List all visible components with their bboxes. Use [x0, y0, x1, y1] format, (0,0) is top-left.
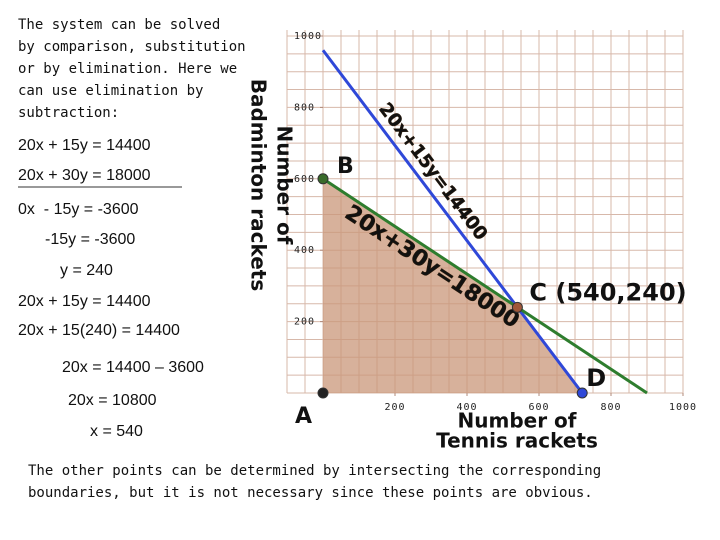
- point-label: B: [337, 154, 354, 179]
- y-tick-label: 600: [294, 174, 315, 185]
- x-tick-label: 400: [456, 402, 477, 413]
- equation: 20x + 15y = 14400: [18, 293, 151, 310]
- equation: -15y = -3600: [45, 231, 135, 248]
- y-axis-title: Badminton rackets: [247, 79, 271, 292]
- intro-line: or by elimination. Here we: [18, 61, 237, 77]
- y-tick-label: 800: [294, 102, 315, 113]
- equation: 0x - 15y = -3600: [18, 201, 139, 218]
- footer-line: The other points can be determined by in…: [28, 463, 601, 479]
- y-tick-label: 400: [294, 245, 315, 256]
- y-tick-label: 200: [294, 317, 315, 328]
- x-tick-label: 800: [600, 402, 621, 413]
- intro-line: can use elimination by: [18, 83, 203, 99]
- x-tick-label: 600: [528, 402, 549, 413]
- point-label: D: [586, 364, 606, 392]
- intro-line: by comparison, substitution: [18, 39, 246, 55]
- corner-point: [317, 173, 329, 185]
- x-axis-title: Number of: [458, 409, 577, 433]
- line-label: 20x+15y=14400: [374, 99, 491, 244]
- feasible-region: [323, 178, 583, 393]
- equation: x = 540: [90, 423, 143, 440]
- y-tick-label: 1000: [294, 31, 322, 42]
- equation: 20x = 10800: [68, 392, 157, 409]
- point-label: C (540,240): [529, 278, 686, 306]
- corner-point: [317, 387, 329, 399]
- x-tick-label: 200: [384, 402, 405, 413]
- point-label: A: [295, 404, 312, 429]
- corner-point: [576, 387, 588, 399]
- equation: 20x + 15(240) = 14400: [18, 322, 180, 339]
- footer-line: boundaries, but it is not necessary sinc…: [28, 485, 593, 501]
- equation: 20x = 14400 – 3600: [62, 359, 204, 376]
- y-axis-title: Number of: [273, 126, 297, 245]
- x-axis-title: Tennis rackets: [436, 429, 598, 453]
- constraint-line: [321, 49, 584, 394]
- equation: 20x + 30y = 18000: [18, 167, 151, 184]
- equation: y = 240: [60, 262, 113, 279]
- x-tick-label: 1000: [669, 402, 697, 413]
- corner-point: [511, 301, 523, 313]
- equation: 20x + 15y = 14400: [18, 137, 151, 154]
- constraint-line: [322, 177, 648, 395]
- intro-line: subtraction:: [18, 105, 119, 121]
- intro-line: The system can be solved: [18, 17, 220, 33]
